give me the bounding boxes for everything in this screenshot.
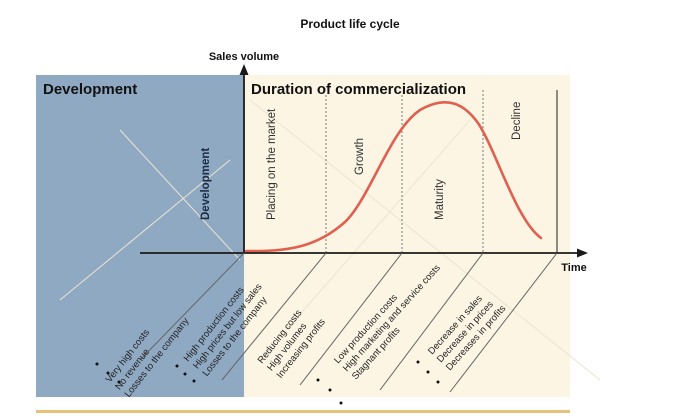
- phase-label-decline: Decline: [511, 102, 523, 140]
- note-connector-1: [139, 252, 245, 361]
- bullet-dot: [106, 371, 110, 375]
- note-connector-4: [379, 252, 484, 391]
- bullet-dot: [95, 362, 99, 366]
- note-bullets: [95, 360, 440, 405]
- note-connector-2: [221, 252, 327, 381]
- commercialization-header: Duration of commercialization: [251, 81, 466, 98]
- bottom-accent-bar: [36, 410, 570, 413]
- note-connector-5: [449, 252, 558, 393]
- diagram-title: Product life cycle: [300, 17, 400, 31]
- commercialization-region: [244, 75, 570, 397]
- x-axis-arrow: [577, 248, 588, 258]
- bullet-dot: [426, 370, 430, 374]
- bullet-dot: [175, 364, 179, 368]
- bullet-dot: [192, 379, 196, 383]
- phase-label-development: Development: [200, 148, 212, 220]
- development-region: [36, 75, 244, 397]
- bullet-dot: [328, 388, 332, 392]
- x-axis-label: Time: [561, 262, 586, 274]
- bullet-dot: [339, 401, 343, 405]
- phase-label-placing-on-market: Placing on the market: [266, 108, 278, 220]
- phase-label-growth: Growth: [354, 138, 366, 175]
- y-axis-label: Sales volume: [209, 51, 279, 63]
- phase-dividers: [325, 90, 484, 253]
- bullet-dot: [183, 372, 187, 376]
- life-cycle-curve: [244, 100, 543, 253]
- bullet-dot: [117, 380, 121, 384]
- note-connector-3: [299, 252, 403, 386]
- y-axis-arrow: [239, 64, 249, 75]
- development-header: Development: [43, 81, 137, 98]
- bullet-dot: [436, 380, 440, 384]
- bullet-dot: [316, 378, 320, 382]
- note-connectors: [139, 252, 558, 393]
- background-pattern: [59, 99, 601, 381]
- bullet-dot: [416, 360, 420, 364]
- phase-label-maturity: Maturity: [434, 179, 446, 220]
